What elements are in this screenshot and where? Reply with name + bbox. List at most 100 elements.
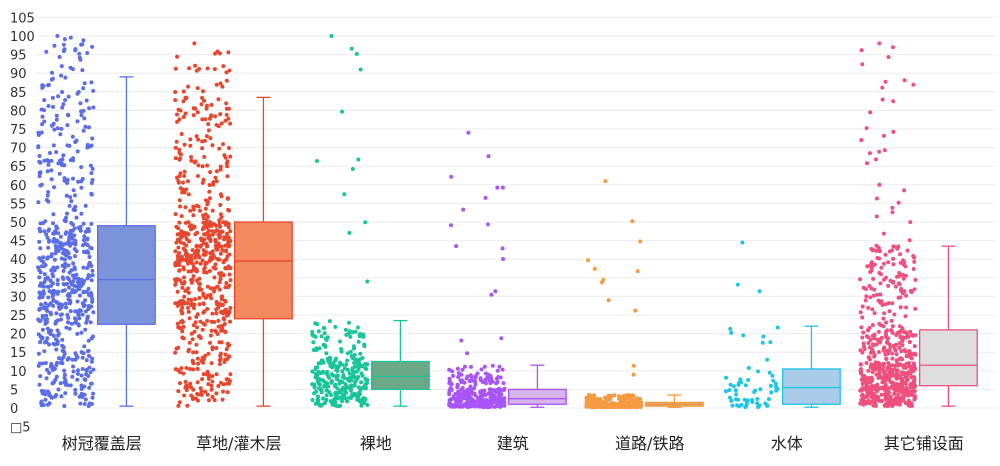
data-point [874,196,879,201]
data-point [205,244,210,249]
data-point [893,284,898,289]
data-point [40,114,45,119]
data-point [206,376,211,381]
data-point [196,361,200,366]
data-point [214,300,219,304]
data-point [177,220,182,225]
data-point [187,66,192,71]
data-point [195,86,200,91]
data-point [226,264,231,269]
data-point [175,277,180,282]
data-point [81,108,86,113]
data-point [911,388,916,393]
data-point [473,393,478,398]
data-point [876,246,881,251]
data-point [340,362,345,367]
data-point [479,367,484,372]
data-point [216,318,221,323]
data-point [51,367,56,372]
data-point [501,381,506,386]
data-point [873,397,878,402]
data-point [201,177,206,182]
data-point [184,258,189,263]
data-point [604,400,609,405]
data-point [219,380,223,385]
data-point [185,301,190,306]
data-point [81,128,86,133]
data-point [464,389,468,394]
data-point [193,63,197,68]
data-point [224,112,229,117]
data-point [49,395,54,400]
data-point [45,389,50,394]
data-point [201,252,206,257]
data-point [859,387,864,392]
data-point [188,381,193,386]
data-point [895,246,900,251]
data-point [79,373,84,378]
data-point [879,299,884,304]
data-point [476,400,481,405]
data-point [217,235,222,240]
data-point [451,394,456,399]
data-point [39,182,44,187]
data-point [77,51,82,56]
data-point [202,267,207,272]
data-point [209,328,214,333]
data-point [73,140,78,144]
data-point [500,185,505,190]
data-point [206,374,211,379]
y-tick-label: 75 [10,123,27,138]
data-point [449,174,454,179]
data-point [729,398,734,403]
data-point [203,295,208,300]
data-point [43,361,48,365]
data-point [175,321,180,326]
data-point [228,154,233,159]
data-point [227,354,232,359]
data-point [886,55,891,60]
data-point [180,285,185,290]
data-point [210,229,215,234]
data-point [203,212,208,217]
data-point [340,369,345,374]
data-point [890,205,895,210]
data-point [891,280,896,285]
data-point [862,347,867,352]
data-point [192,224,197,229]
data-point [451,373,455,378]
data-point [71,188,76,193]
data-point [489,387,494,392]
data-point [586,258,591,263]
data-point [79,330,84,335]
data-point [756,405,761,410]
data-point [324,397,329,402]
data-point [56,387,61,392]
data-point [90,395,95,400]
data-point [61,49,66,54]
data-point [226,146,231,150]
data-point [40,221,45,226]
data-point [72,265,77,270]
data-point [195,174,200,178]
data-point [223,285,228,290]
data-point [87,274,92,279]
data-point [90,178,95,182]
data-point [320,369,325,374]
data-point [83,397,88,402]
data-point [213,237,218,242]
data-point [194,244,199,249]
data-point [342,387,347,392]
data-point [191,207,196,212]
data-point [884,335,889,340]
data-point [884,356,889,361]
data-point [313,371,318,376]
data-point [890,324,895,329]
data-point [482,364,487,369]
data-point [354,357,359,362]
data-point [881,324,886,329]
data-point [877,182,882,187]
data-point [636,399,641,404]
data-point [860,315,865,320]
